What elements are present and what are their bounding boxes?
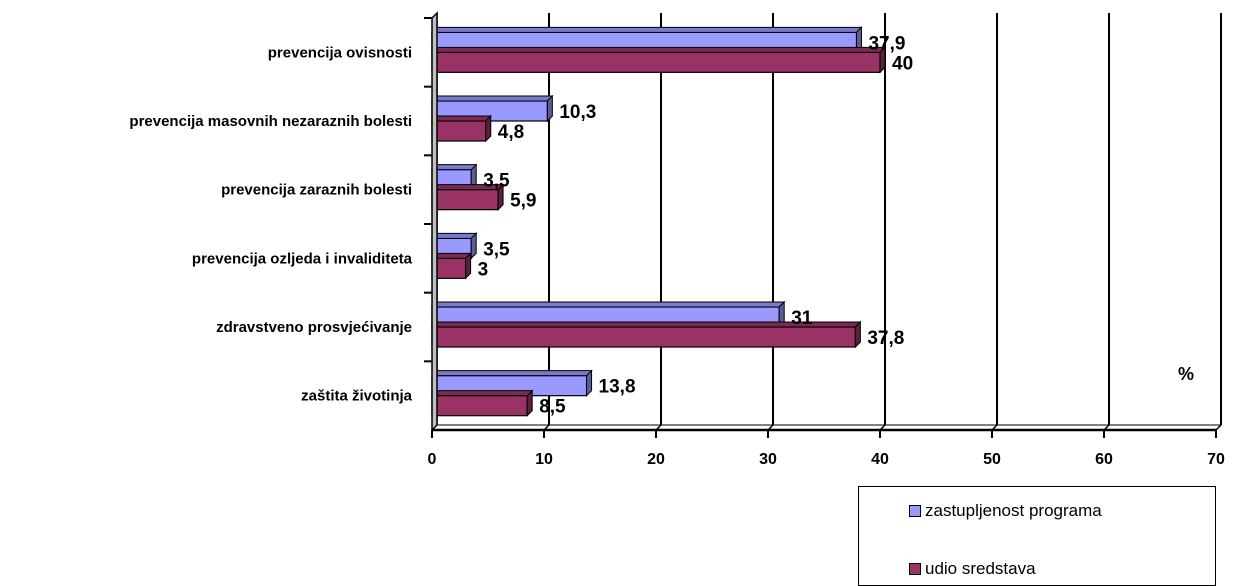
category-labels: prevencija ovisnosti prevencija masovnih … <box>129 44 412 404</box>
data-label: 4,8 <box>498 122 524 143</box>
axes <box>424 11 1217 438</box>
bar-top <box>430 46 887 53</box>
legend-item-series-1: zastupljenost programa <box>909 501 1102 521</box>
legend: zastupljenost programa udio sredstava <box>858 486 1216 586</box>
category-label: zdravstveno prosvjećivanje <box>216 319 412 336</box>
category-label: prevencija ozljeda i invaliditeta <box>192 250 413 267</box>
category-label: zaštita životinja <box>301 388 413 405</box>
bar-top <box>430 232 478 239</box>
bar-top <box>430 26 863 33</box>
bars <box>430 26 887 417</box>
bar-end <box>879 46 886 74</box>
category-label: prevencija masovnih nezaraznih bolesti <box>129 113 412 130</box>
unit-label: % <box>1178 364 1194 384</box>
bar <box>430 320 862 349</box>
x-tick-label: 20 <box>647 451 665 468</box>
bar-end <box>526 389 533 417</box>
bar-end <box>546 94 553 123</box>
bar-end <box>465 252 472 280</box>
data-label: 8,5 <box>539 397 566 418</box>
bar <box>430 389 534 417</box>
x-tick-label: 0 <box>428 451 437 468</box>
data-label: 40 <box>892 53 913 74</box>
bar <box>430 252 472 280</box>
category-label: prevencija ovisnosti <box>268 44 412 61</box>
bar-top <box>430 301 786 308</box>
legend-swatch-series-1 <box>909 505 921 517</box>
data-label: 13,8 <box>599 377 636 398</box>
bar-front <box>431 120 487 142</box>
data-label: 3,5 <box>483 239 510 260</box>
bar-front <box>431 189 499 211</box>
gridline-floor <box>1215 424 1222 431</box>
bar-end <box>854 320 861 349</box>
x-tick-label: 30 <box>759 451 777 468</box>
data-label: 37,8 <box>867 328 904 349</box>
legend-label-series-2: udio sredstava <box>925 559 1036 578</box>
data-label: 5,9 <box>510 191 536 212</box>
legend-item-series-2: udio sredstava <box>909 559 1036 579</box>
data-label: 10,3 <box>559 102 596 123</box>
bar-end <box>497 183 504 211</box>
bar-end <box>485 114 492 143</box>
bar-end <box>586 369 593 397</box>
bar-top <box>430 95 554 102</box>
bar-top <box>430 115 492 122</box>
bar-chart: prevencija ovisnosti prevencija masovnih … <box>129 11 1225 468</box>
legend-label-series-1: zastupljenost programa <box>925 501 1102 520</box>
bar-top <box>430 390 534 397</box>
bar-top <box>430 164 478 171</box>
category-label: prevencija zaraznih bolesti <box>221 182 412 199</box>
bar-front <box>431 326 856 348</box>
bar <box>430 114 492 143</box>
bar <box>430 46 887 74</box>
x-tick-label: 50 <box>983 451 1001 468</box>
x-tick-label: 10 <box>535 451 553 468</box>
x-tick-label: 60 <box>1095 451 1113 468</box>
legend-swatch-series-2 <box>909 563 921 575</box>
data-label: 3,5 <box>483 171 510 192</box>
bar <box>430 183 505 211</box>
bar-top <box>430 370 593 377</box>
bar-top <box>430 252 472 259</box>
x-tick-label: 40 <box>871 451 889 468</box>
x-tick-label: 70 <box>1207 451 1225 468</box>
bar-front <box>431 51 881 73</box>
gridlines <box>436 13 1222 431</box>
data-label: 31 <box>791 308 813 329</box>
data-label: 37,9 <box>868 33 905 54</box>
y-axis-wall <box>431 11 438 432</box>
bar-front <box>431 395 528 417</box>
data-label: 3 <box>478 259 489 280</box>
tick-labels: 0 10 20 30 40 50 60 70 <box>428 451 1225 468</box>
bar-end <box>470 232 477 260</box>
